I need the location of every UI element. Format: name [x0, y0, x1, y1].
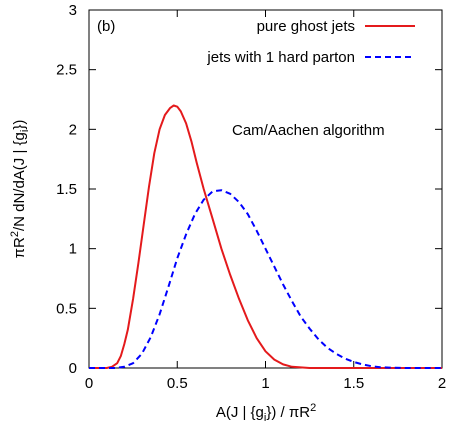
- series-line-jets-with-1-hard-parton: [89, 189, 442, 369]
- series-lines: [89, 104, 442, 369]
- y-tick-label: 0.5: [56, 300, 77, 317]
- x-tick-label: 0.5: [167, 375, 188, 392]
- x-tick-label: 1.5: [343, 375, 364, 392]
- legend-label-jets-with-1-hard-parton: jets with 1 hard parton: [206, 49, 355, 66]
- y-tick-label: 2: [69, 121, 77, 138]
- y-tick-label: 1: [69, 241, 77, 258]
- legend-label-pure-ghost-jets: pure ghost jets: [257, 18, 355, 35]
- y-tick-label: 0: [69, 360, 77, 377]
- x-axis-title: A(J | {gi}) / πR2: [216, 402, 316, 424]
- algorithm-annotation: Cam/Aachen algorithm: [232, 122, 385, 139]
- x-tick-label: 2: [438, 375, 446, 392]
- x-tick-labels: 0 0.5 1 1.5 2: [85, 375, 446, 392]
- y-tick-labels: 0 0.5 1 1.5 2 2.5 3: [56, 2, 77, 377]
- x-tick-label: 1: [261, 375, 269, 392]
- y-tick-label: 3: [69, 2, 77, 19]
- y-tick-label: 2.5: [56, 62, 77, 79]
- panel-label: (b): [97, 18, 115, 35]
- y-axis-title: πR2/N dN/dA(J | {gi}): [9, 120, 31, 259]
- y-tick-label: 1.5: [56, 181, 77, 198]
- legend: pure ghost jets jets with 1 hard parton: [206, 18, 415, 66]
- x-tick-label: 0: [85, 375, 93, 392]
- series-line-pure-ghost-jets: [89, 104, 442, 369]
